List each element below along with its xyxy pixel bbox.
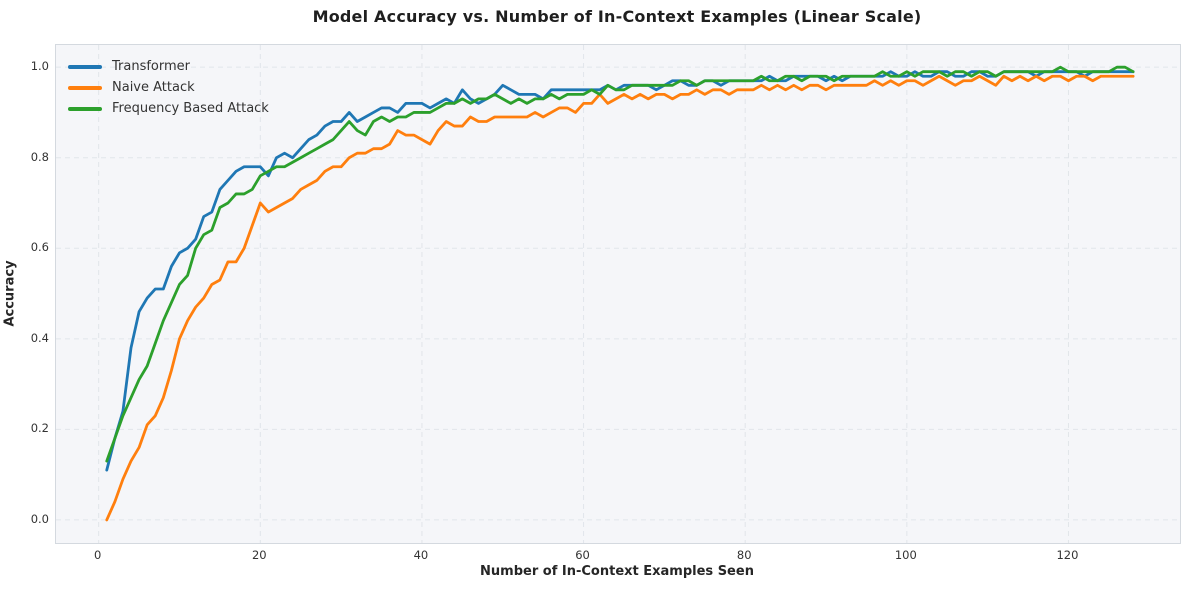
x-tick-label: 40 [413, 548, 429, 562]
x-tick-label: 120 [1056, 548, 1079, 562]
legend-item-naive-attack: Naive Attack [68, 77, 269, 98]
y-tick-label: 0.8 [30, 149, 49, 164]
x-tick-label: 0 [93, 548, 102, 562]
y-tick-label: 0.4 [30, 330, 49, 345]
y-tick-label: 1.0 [30, 59, 49, 74]
series-line-transformer [105, 70, 1135, 472]
x-tick-label: 100 [894, 548, 917, 562]
y-tick-label: 0.2 [30, 421, 49, 436]
x-tick-label: 20 [251, 548, 267, 562]
legend-swatch-naive-attack [68, 85, 102, 90]
legend-item-transformer: Transformer [68, 56, 269, 77]
x-axis-label: Number of In-Context Examples Seen [480, 564, 754, 579]
y-axis-label: Accuracy [2, 260, 18, 327]
series-line-frequency-based-attack [105, 65, 1135, 463]
x-tick-label: 60 [575, 548, 590, 562]
x-tick-label: 80 [736, 548, 752, 562]
legend-item-frequency-based-attack: Frequency Based Attack [68, 98, 269, 119]
legend-label-frequency-based-attack: Frequency Based Attack [112, 101, 269, 116]
legend-label-transformer: Transformer [112, 59, 191, 74]
chart-canvas [56, 45, 1180, 543]
legend-swatch-transformer [68, 64, 102, 69]
plot-area [55, 44, 1181, 544]
legend-swatch-frequency-based-attack [68, 106, 102, 111]
legend-label-naive-attack: Naive Attack [112, 80, 195, 95]
y-tick-label: 0.0 [30, 511, 49, 526]
series-line-naive-attack [105, 74, 1135, 522]
y-tick-label: 0.6 [30, 240, 49, 255]
chart-title: Model Accuracy vs. Number of In-Context … [312, 7, 922, 26]
legend: Transformer Naive Attack Frequency Based… [68, 56, 269, 119]
